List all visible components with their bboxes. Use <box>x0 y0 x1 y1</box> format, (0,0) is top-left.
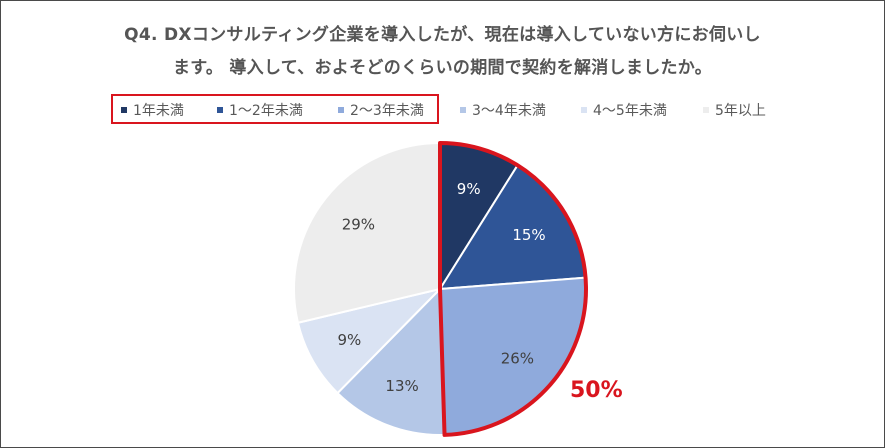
highlight-total-label: 50% <box>570 378 623 403</box>
slice-value-label: 26% <box>501 349 534 367</box>
chart-title-line-2: ます。 導入して、およそどのくらいの期間で契約を解消しましたか。 <box>172 58 713 78</box>
legend-item-5: 4〜5年未満 <box>581 100 667 120</box>
legend-label: 1年未満 <box>133 103 184 119</box>
legend-swatch <box>121 107 127 113</box>
legend-highlight-box <box>111 94 439 124</box>
chart-title-line-1: Q4. DXコンサルティング企業を導入したが、現在は導入していない方にお伺いし <box>124 25 761 45</box>
pie-slice <box>293 141 441 324</box>
legend-item-1: 1年未満 <box>121 100 184 120</box>
legend-label: 5年以上 <box>715 103 766 119</box>
legend-swatch <box>460 107 466 113</box>
pie-slice <box>336 286 446 436</box>
legend-swatch <box>703 107 709 113</box>
legend-swatch <box>217 107 223 113</box>
legend-item-2: 1〜2年未満 <box>217 100 303 120</box>
legend-label: 1〜2年未満 <box>229 103 303 119</box>
slice-value-label: 13% <box>385 377 418 395</box>
legend-label: 2〜3年未満 <box>350 103 424 119</box>
legend-item-4: 3〜4年未満 <box>460 100 546 120</box>
legend-swatch <box>581 107 587 113</box>
slice-value-label: 9% <box>457 180 481 198</box>
legend-label: 3〜4年未満 <box>472 103 546 119</box>
legend-label: 4〜5年未満 <box>593 103 667 119</box>
highlight-outline <box>438 141 588 437</box>
legend-item-6: 5年以上 <box>703 100 766 120</box>
slice-value-label: 9% <box>338 331 362 349</box>
legend-swatch <box>338 107 344 113</box>
legend-item-3: 2〜3年未満 <box>338 100 424 120</box>
slice-value-label: 29% <box>342 216 375 234</box>
slice-value-label: 15% <box>512 226 545 244</box>
